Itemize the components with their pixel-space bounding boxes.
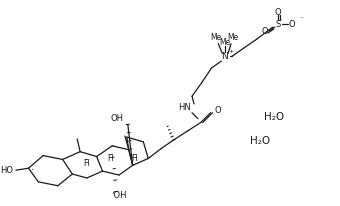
Text: N: N — [221, 52, 227, 61]
Text: HO: HO — [0, 166, 13, 175]
Text: +: + — [228, 49, 234, 54]
Text: ʼOH: ʼOH — [111, 191, 127, 200]
Text: Me: Me — [210, 33, 221, 42]
Text: H₂O: H₂O — [250, 136, 270, 146]
Text: OH: OH — [111, 114, 124, 123]
Text: O: O — [274, 8, 281, 17]
Text: H̅: H̅ — [83, 159, 89, 168]
Text: H̅: H̅ — [107, 154, 113, 163]
Text: O: O — [215, 106, 221, 115]
Text: H₂O: H₂O — [264, 112, 284, 122]
Text: ⁻: ⁻ — [299, 16, 303, 22]
Text: Me: Me — [220, 38, 231, 47]
Text: HN: HN — [178, 103, 191, 112]
Text: Me: Me — [227, 33, 239, 42]
Text: ·: · — [31, 165, 34, 175]
Text: O: O — [262, 27, 268, 36]
Text: H̅: H̅ — [131, 154, 137, 163]
Text: O: O — [289, 20, 295, 29]
Text: S: S — [275, 20, 280, 29]
